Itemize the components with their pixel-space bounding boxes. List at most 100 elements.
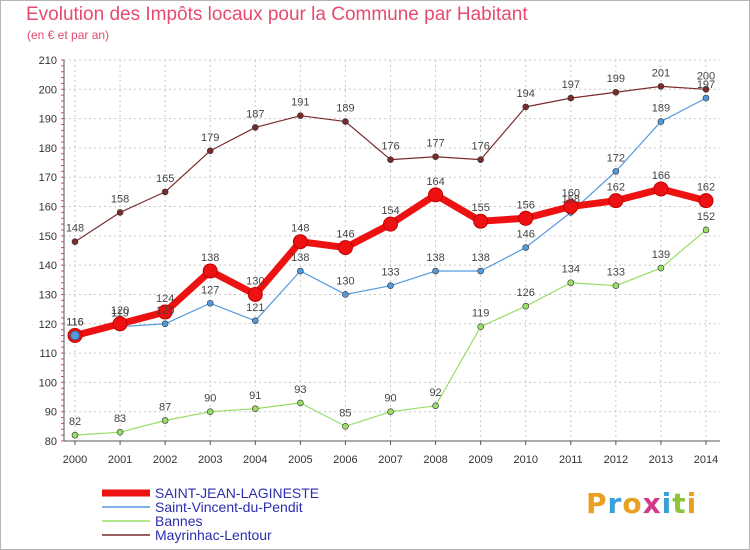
data-point (702, 226, 710, 234)
data-point (116, 209, 124, 216)
x-tick-label: 2007 (378, 454, 402, 466)
legend-label: SAINT-JEAN-LAGINESTE (155, 485, 319, 501)
data-label: 130 (336, 275, 354, 287)
data-point (567, 94, 575, 102)
data-label: 133 (607, 267, 625, 279)
x-tick-label: 2013 (649, 454, 673, 466)
data-point (206, 299, 214, 307)
data-label: 162 (697, 182, 715, 194)
data-label: 155 (471, 202, 489, 214)
data-label: 146 (517, 229, 535, 241)
data-label: 93 (294, 384, 306, 396)
data-label: 119 (111, 308, 129, 320)
data-label: 201 (652, 67, 670, 79)
data-label: 119 (472, 308, 490, 320)
y-tick-label: 100 (39, 377, 57, 389)
data-label: 138 (471, 252, 489, 264)
data-label: 166 (652, 170, 670, 182)
data-label: 146 (336, 229, 354, 241)
proxiti-logo: Proxiti (586, 487, 697, 520)
data-point (657, 83, 665, 90)
data-label: 156 (517, 199, 535, 211)
data-label: 199 (607, 73, 625, 85)
data-point (612, 88, 620, 96)
data-point (297, 112, 304, 119)
data-point (342, 291, 349, 298)
data-point (292, 234, 308, 250)
data-point (157, 304, 173, 320)
data-point (702, 86, 710, 93)
logo-letter: x (642, 487, 662, 520)
data-point (567, 279, 575, 287)
data-label: 120 (156, 305, 174, 317)
y-tick-label: 120 (39, 319, 57, 331)
x-tick-label: 2011 (559, 454, 583, 466)
data-label: 148 (291, 223, 309, 235)
data-label: 187 (246, 108, 264, 120)
data-label: 152 (697, 211, 715, 223)
data-point (383, 216, 398, 232)
data-point (251, 317, 259, 325)
x-tick-label: 2014 (694, 454, 718, 466)
y-tick-label: 210 (39, 55, 57, 67)
x-tick-label: 2001 (108, 454, 132, 466)
data-point (477, 323, 484, 331)
legend-label: Mayrinhac-Lentour (155, 527, 272, 543)
data-label: 87 (159, 401, 171, 413)
y-tick-label: 140 (39, 260, 57, 272)
data-point (522, 103, 530, 111)
data-point (608, 193, 624, 209)
y-tick-label: 130 (39, 289, 57, 301)
data-label: 138 (291, 252, 309, 264)
data-point (477, 267, 484, 275)
data-point (342, 118, 349, 125)
data-label: 197 (562, 79, 580, 91)
legend-label: Bannes (155, 513, 202, 529)
data-label: 148 (66, 223, 84, 235)
data-point (71, 431, 79, 439)
data-point (432, 402, 439, 410)
data-label: 138 (201, 252, 219, 264)
data-point (387, 156, 394, 163)
data-point (297, 399, 304, 407)
data-point (342, 423, 349, 430)
data-point (161, 188, 169, 196)
plot-area (64, 60, 720, 441)
data-point (387, 408, 394, 415)
x-tick-label: 2006 (333, 454, 357, 466)
data-label: 176 (381, 141, 399, 153)
logo-letter: r (607, 487, 623, 520)
axis-layer: 80 90 100 110 120 130 140 150 160 170 180 190 200 210… (39, 55, 720, 466)
y-tick-label: 150 (39, 231, 57, 243)
data-label: 121 (246, 302, 264, 314)
data-point (247, 286, 263, 302)
data-point (657, 118, 665, 125)
y-tick-label: 190 (39, 114, 57, 126)
data-label: 83 (114, 413, 126, 425)
data-label: 160 (562, 188, 580, 200)
data-point (477, 156, 484, 163)
data-point (161, 417, 169, 424)
data-label: 194 (517, 88, 535, 100)
x-tick-label: 2012 (604, 454, 628, 466)
data-label: 133 (381, 267, 399, 279)
data-point (116, 428, 124, 436)
data-label: 134 (562, 264, 580, 276)
data-label: 165 (156, 173, 174, 185)
data-label: 200 (697, 70, 715, 82)
data-label: 130 (246, 275, 264, 287)
data-point (112, 316, 128, 332)
data-label: 126 (517, 287, 535, 299)
logo-letter: t (672, 487, 687, 520)
data-point (251, 405, 259, 413)
x-tick-label: 2008 (423, 454, 447, 466)
data-label: 158 (562, 193, 580, 205)
data-point (653, 181, 669, 197)
data-label: 172 (607, 152, 625, 164)
data-point (522, 244, 530, 251)
data-point (702, 94, 710, 102)
data-point (432, 153, 439, 161)
y-tick-label: 110 (39, 348, 57, 360)
data-label: 127 (201, 284, 219, 296)
